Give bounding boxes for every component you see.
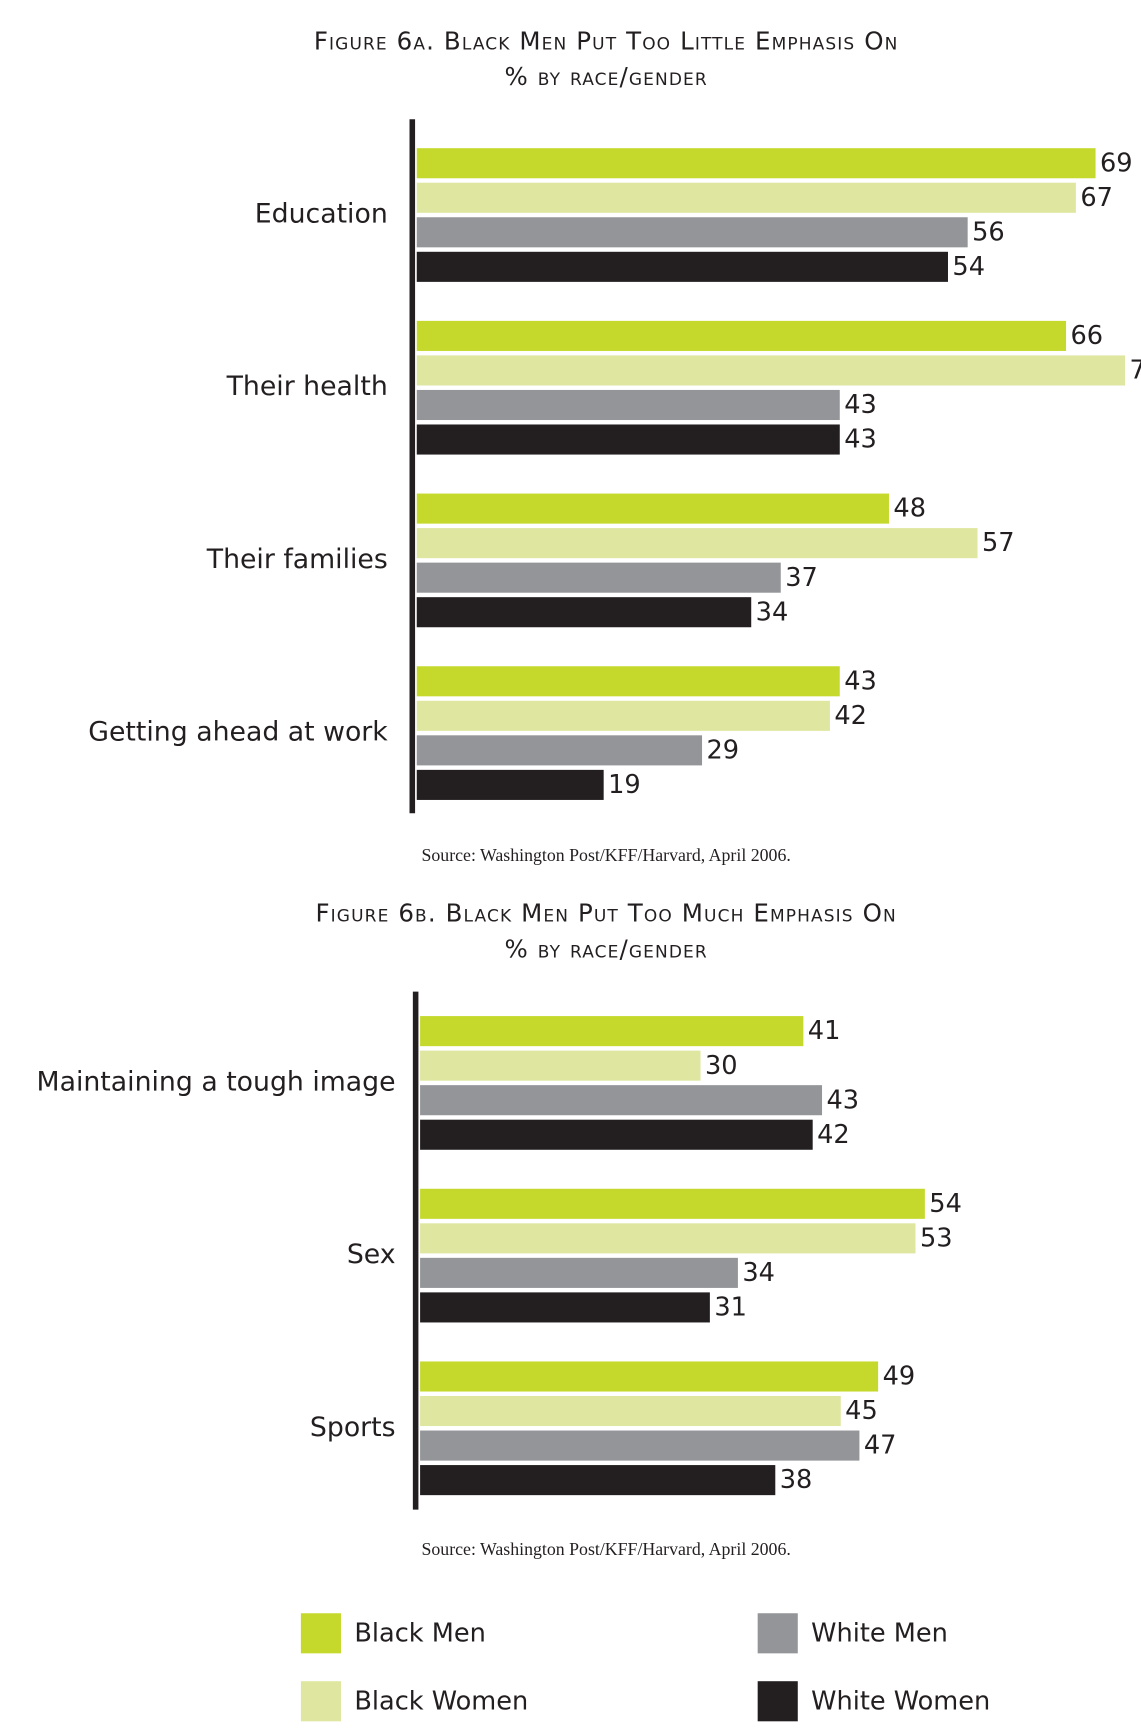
value-label: 30: [705, 1051, 738, 1081]
bar: [420, 1016, 804, 1047]
value-label: 57: [982, 528, 1015, 558]
legend-label: Black Women: [354, 1686, 528, 1716]
source: Source: Washington Post/KFF/Harvard, Apr…: [421, 1539, 790, 1559]
bar: [420, 1292, 710, 1323]
category-label: Education: [255, 199, 388, 230]
category-label: Sex: [347, 1239, 396, 1270]
value-label: 69: [1100, 148, 1133, 178]
bar: [420, 1119, 813, 1150]
value-label: 54: [929, 1189, 962, 1219]
bar: [416, 700, 830, 731]
value-label: 31: [714, 1293, 747, 1323]
bar: [420, 1430, 860, 1461]
bar: [420, 1257, 738, 1288]
value-label: 66: [1070, 321, 1103, 351]
bar: [416, 320, 1067, 351]
category-label: Sports: [310, 1412, 396, 1443]
bar: [416, 528, 978, 559]
bar: [416, 562, 781, 593]
bar: [416, 493, 889, 524]
bar: [420, 1465, 776, 1496]
bar: [420, 1085, 823, 1116]
value-label: 56: [972, 217, 1005, 247]
value-label: 72: [1130, 356, 1141, 386]
value-label: 29: [707, 735, 740, 765]
chart-title: Figure 6a. Black Men Put Too Little Emph…: [314, 26, 899, 55]
category-label: Their health: [226, 371, 388, 402]
value-label: 19: [608, 770, 641, 800]
legend-swatch: [300, 1613, 341, 1654]
chart-subtitle: % by race/gender: [504, 62, 707, 91]
legend-label: White Women: [811, 1686, 990, 1716]
category-label: Maintaining a tough image: [37, 1066, 396, 1097]
bar: [416, 666, 840, 697]
value-label: 67: [1080, 183, 1113, 213]
chart-title: Figure 6b. Black Men Put Too Much Emphas…: [315, 899, 896, 928]
legend-swatch: [300, 1681, 341, 1722]
bar: [416, 389, 840, 421]
bar: [420, 1361, 879, 1392]
bar: [416, 735, 703, 766]
bar: [416, 769, 604, 800]
value-label: 42: [817, 1120, 850, 1150]
value-label: 49: [883, 1362, 916, 1392]
value-label: 47: [864, 1431, 897, 1461]
legend-swatch: [757, 1613, 798, 1654]
bar: [416, 597, 752, 628]
bar: [416, 148, 1096, 179]
bar: [416, 217, 968, 248]
bar: [416, 251, 948, 282]
bar: [416, 355, 1126, 386]
source: Source: Washington Post/KFF/Harvard, Apr…: [421, 845, 790, 865]
legend-swatch: [757, 1681, 798, 1722]
category-label: Their families: [206, 544, 388, 575]
value-label: 45: [845, 1396, 878, 1426]
value-label: 43: [844, 425, 877, 455]
value-label: 34: [756, 597, 789, 627]
value-label: 34: [742, 1258, 775, 1288]
value-label: 42: [834, 701, 867, 731]
value-label: 38: [780, 1465, 813, 1495]
value-label: 43: [844, 666, 877, 696]
chart-subtitle: % by race/gender: [504, 934, 707, 963]
legend-label: White Men: [811, 1618, 948, 1648]
bar: [420, 1188, 925, 1219]
legend-label: Black Men: [354, 1618, 486, 1648]
bar: [416, 424, 840, 455]
bar: [420, 1223, 916, 1254]
category-label: Getting ahead at work: [88, 717, 388, 748]
value-label: 54: [952, 252, 985, 282]
bar: [420, 1050, 701, 1081]
value-label: 43: [844, 390, 877, 420]
value-label: 43: [826, 1085, 859, 1115]
value-label: 41: [808, 1016, 841, 1046]
bar: [420, 1395, 841, 1427]
bar: [416, 182, 1076, 213]
value-label: 53: [920, 1223, 953, 1253]
value-label: 37: [785, 563, 818, 593]
value-label: 48: [893, 494, 926, 524]
